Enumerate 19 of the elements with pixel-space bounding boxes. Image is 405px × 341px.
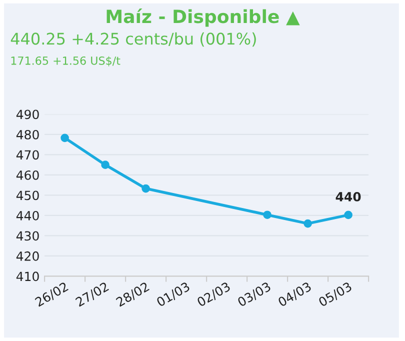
point: [304, 219, 312, 228]
point: [142, 184, 150, 193]
point: [263, 210, 272, 220]
point: [101, 160, 110, 170]
point: [60, 134, 69, 142]
y-tick-label: 460: [16, 170, 39, 180]
y-tick-label: 490: [16, 110, 39, 120]
chart-subtitle: 440.25 +4.25 cents/bu (001%): [10, 32, 256, 47]
y-tick-label: 430: [16, 231, 39, 241]
point: [344, 210, 352, 220]
y-tick-label: 450: [16, 190, 39, 200]
text: 171.65 +1.56 US$/t: [11, 56, 120, 66]
y-tick-label: 420: [16, 251, 39, 261]
y-tick-label: 440: [16, 210, 39, 220]
y-tick-label: 410: [16, 272, 39, 282]
y-tick-label: 470: [16, 150, 39, 160]
data-label: 440: [336, 192, 361, 202]
chart-title: Maíz - Disponible ▲: [106, 8, 300, 27]
y-tick-label: 480: [16, 130, 39, 140]
